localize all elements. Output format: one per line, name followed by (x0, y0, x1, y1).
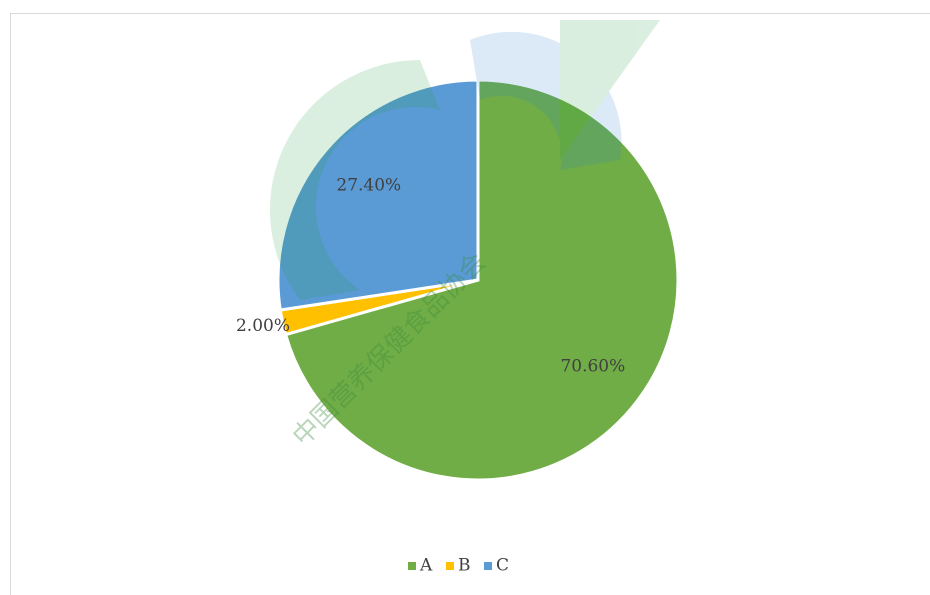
data-label: 70.60% (560, 356, 625, 376)
watermark-logo (270, 20, 660, 300)
pie-slice (283, 78, 680, 482)
data-labels: 70.60% 2.00% 27.40% (236, 176, 625, 377)
legend-swatch (446, 562, 454, 570)
data-label: 27.40% (336, 176, 401, 196)
legend-swatch (408, 562, 416, 570)
legend-label: C (496, 556, 509, 576)
legend: A B C (408, 556, 509, 576)
data-label: 2.00% (236, 316, 290, 336)
pie-slice (276, 78, 480, 312)
pie (276, 78, 680, 482)
legend-label: B (458, 556, 471, 576)
legend-swatch (484, 562, 492, 570)
legend-label: A (419, 556, 433, 576)
